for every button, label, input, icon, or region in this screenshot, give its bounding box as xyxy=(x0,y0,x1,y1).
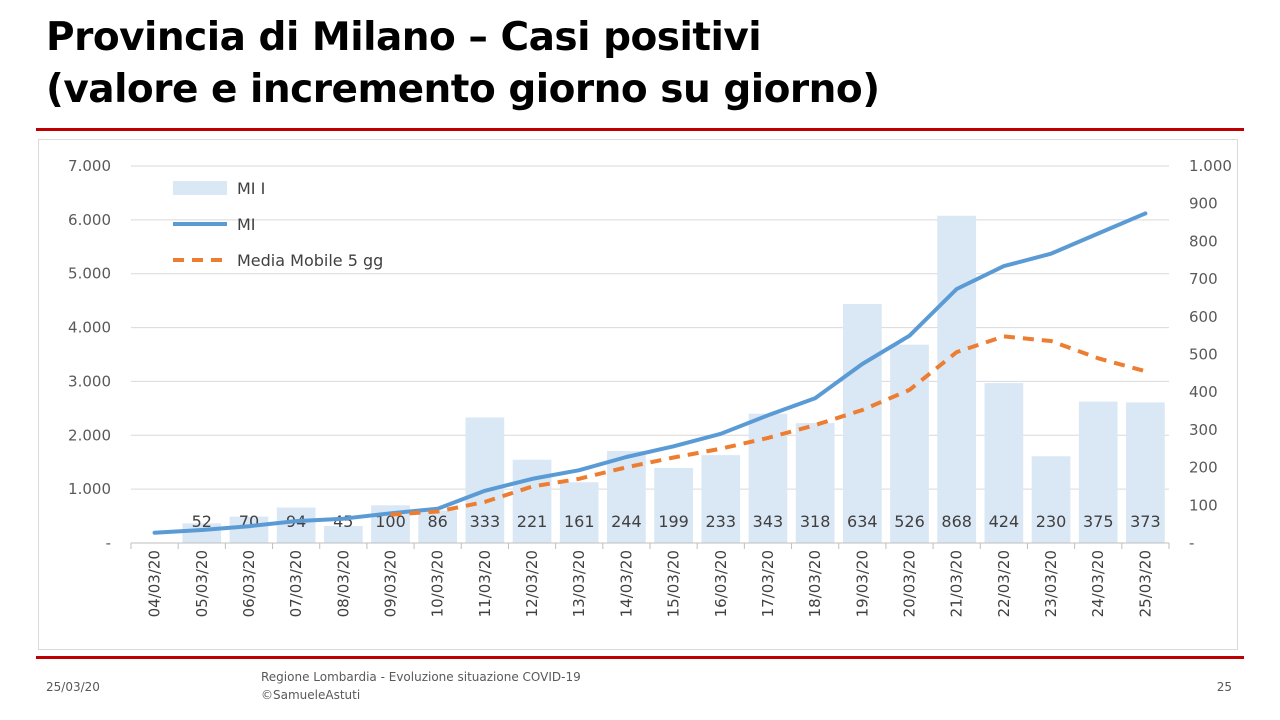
y-right-tick-label: 100 xyxy=(1189,496,1218,514)
y-right-tick-label: 200 xyxy=(1189,459,1218,477)
page-number: 25 xyxy=(1216,680,1232,694)
legend-label: Media Mobile 5 gg xyxy=(237,251,383,270)
bar-data-label: 45 xyxy=(333,512,353,531)
bar-data-label: 221 xyxy=(517,512,548,531)
title-line-2: (valore e incremento giorno su giorno) xyxy=(46,67,880,112)
x-tick-label: 07/03/20 xyxy=(287,550,305,617)
legend-label: MI xyxy=(237,215,256,234)
bar-13/03/20 xyxy=(559,482,599,543)
y-left-tick-label: 1.000 xyxy=(68,480,111,498)
footer-date: 25/03/20 xyxy=(46,680,100,694)
series-line-media-mobile-5-gg xyxy=(390,334,1146,517)
bottom-red-rule xyxy=(36,656,1244,659)
bar-25/03/20 xyxy=(1126,402,1165,543)
bar-data-label: 318 xyxy=(800,512,831,531)
footer-source-line-2: ©SamueleAstuti xyxy=(261,688,361,702)
x-tick-label: 21/03/20 xyxy=(948,550,966,617)
y-right-tick-label: 900 xyxy=(1189,195,1218,213)
y-left-tick-label: 7.000 xyxy=(68,157,111,175)
x-tick-label: 15/03/20 xyxy=(665,550,683,617)
x-tick-label: 11/03/20 xyxy=(476,550,494,617)
x-tick-label: 09/03/20 xyxy=(382,550,400,617)
x-tick-label: 18/03/20 xyxy=(806,550,824,617)
y-right-tick-label: 600 xyxy=(1189,308,1218,326)
y-right-tick-label: 300 xyxy=(1189,421,1218,439)
bar-data-label: 244 xyxy=(611,512,642,531)
bar-data-label: 199 xyxy=(658,512,689,531)
x-tick-label: 08/03/20 xyxy=(334,550,352,617)
y-right-tick-label: - xyxy=(1189,534,1194,552)
y-left-tick-label: 3.000 xyxy=(68,372,111,390)
y-left-tick-label: 6.000 xyxy=(68,211,111,229)
bar-16/03/20 xyxy=(701,455,741,543)
y-left-tick-label: 5.000 xyxy=(68,265,111,283)
x-tick-label: 17/03/20 xyxy=(759,550,777,617)
bar-data-label: 634 xyxy=(847,512,878,531)
bar-06/03/20 xyxy=(229,516,269,543)
y-left-tick-label: - xyxy=(106,534,111,552)
bar-08/03/20 xyxy=(323,526,363,543)
x-tick-label: 24/03/20 xyxy=(1089,550,1107,617)
bar-data-label: 100 xyxy=(375,512,406,531)
legend-swatch-bar xyxy=(173,181,227,195)
y-right-tick-label: 700 xyxy=(1189,270,1218,288)
bar-12/03/20 xyxy=(512,459,552,543)
x-tick-label: 14/03/20 xyxy=(617,550,635,617)
bar-19/03/20 xyxy=(842,303,882,543)
y-right-tick-label: 400 xyxy=(1189,383,1218,401)
y-right-tick-label: 1.000 xyxy=(1189,157,1232,175)
bar-data-label: 86 xyxy=(428,512,448,531)
x-tick-label: 06/03/20 xyxy=(240,550,258,617)
bar-data-label: 373 xyxy=(1130,512,1161,531)
bar-24/03/20 xyxy=(1078,401,1118,543)
x-tick-label: 12/03/20 xyxy=(523,550,541,617)
bar-23/03/20 xyxy=(1031,456,1071,543)
bar-data-label: 230 xyxy=(1036,512,1067,531)
top-red-rule xyxy=(36,128,1244,131)
bar-15/03/20 xyxy=(654,467,693,543)
x-tick-label: 19/03/20 xyxy=(853,550,871,617)
bar-18/03/20 xyxy=(795,423,835,543)
bar-data-label: 233 xyxy=(705,512,736,531)
bar-10/03/20 xyxy=(418,510,458,543)
footer-source-line-1: Regione Lombardia - Evoluzione situazion… xyxy=(261,670,581,684)
x-tick-label: 16/03/20 xyxy=(712,550,730,617)
y-left-tick-label: 4.000 xyxy=(68,319,111,337)
bar-data-label: 161 xyxy=(564,512,595,531)
bar-07/03/20 xyxy=(276,507,316,543)
x-tick-label: 13/03/20 xyxy=(570,550,588,617)
bar-data-label: 424 xyxy=(989,512,1020,531)
y-right-tick-label: 500 xyxy=(1189,346,1218,364)
series-line-mi xyxy=(152,211,1148,535)
slide-title: Provincia di Milano – Casi positivi (val… xyxy=(46,12,880,116)
combo-chart: - 1.000 2.000 3.000 4.000 5.000 6.000 7.000 - 100… xyxy=(68,157,1232,617)
x-tick-label: 05/03/20 xyxy=(193,550,211,617)
x-tick-label: 04/03/20 xyxy=(146,550,164,617)
x-tick-label: 10/03/20 xyxy=(429,550,447,617)
x-tick-label: 23/03/20 xyxy=(1042,550,1060,617)
chart-frame: - 1.000 2.000 3.000 4.000 5.000 6.000 7.000 - 100… xyxy=(38,139,1238,650)
bar-data-label: 52 xyxy=(192,512,212,531)
x-tick-label: 20/03/20 xyxy=(901,550,919,617)
y-left-tick-label: 2.000 xyxy=(68,426,111,444)
bar-data-label: 375 xyxy=(1083,512,1114,531)
bar-data-label: 343 xyxy=(753,512,784,531)
title-line-1: Provincia di Milano – Casi positivi xyxy=(46,15,762,60)
bar-data-label: 333 xyxy=(470,512,501,531)
bar-22/03/20 xyxy=(984,383,1024,543)
bar-21/03/20 xyxy=(937,215,977,543)
bar-11/03/20 xyxy=(465,417,505,543)
footer-source: Regione Lombardia - Evoluzione situazion… xyxy=(261,668,581,704)
bar-data-label: 868 xyxy=(941,512,972,531)
bar-data-label: 526 xyxy=(894,512,925,531)
y-right-tick-label: 800 xyxy=(1189,232,1218,250)
x-tick-label: 25/03/20 xyxy=(1136,550,1154,617)
legend-label: MI I xyxy=(237,179,265,198)
x-tick-label: 22/03/20 xyxy=(995,550,1013,617)
